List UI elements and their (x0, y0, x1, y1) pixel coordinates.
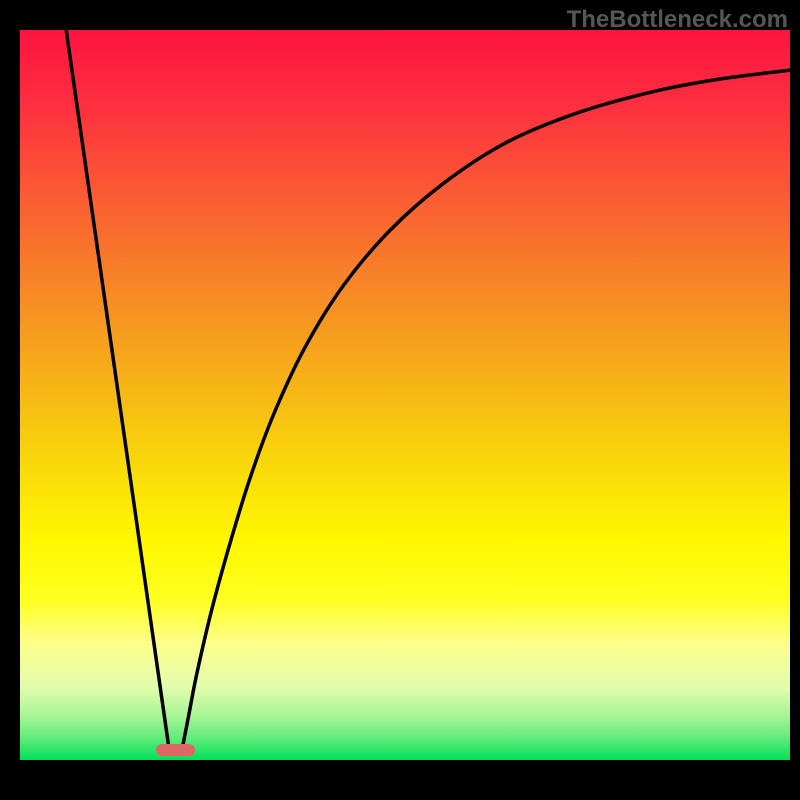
curve-right-segment (182, 70, 790, 751)
plot-area (20, 30, 790, 760)
watermark-text: TheBottleneck.com (567, 6, 788, 34)
bottleneck-curve (20, 30, 790, 760)
optimal-point-marker (156, 744, 195, 756)
curve-left-segment (66, 30, 169, 751)
